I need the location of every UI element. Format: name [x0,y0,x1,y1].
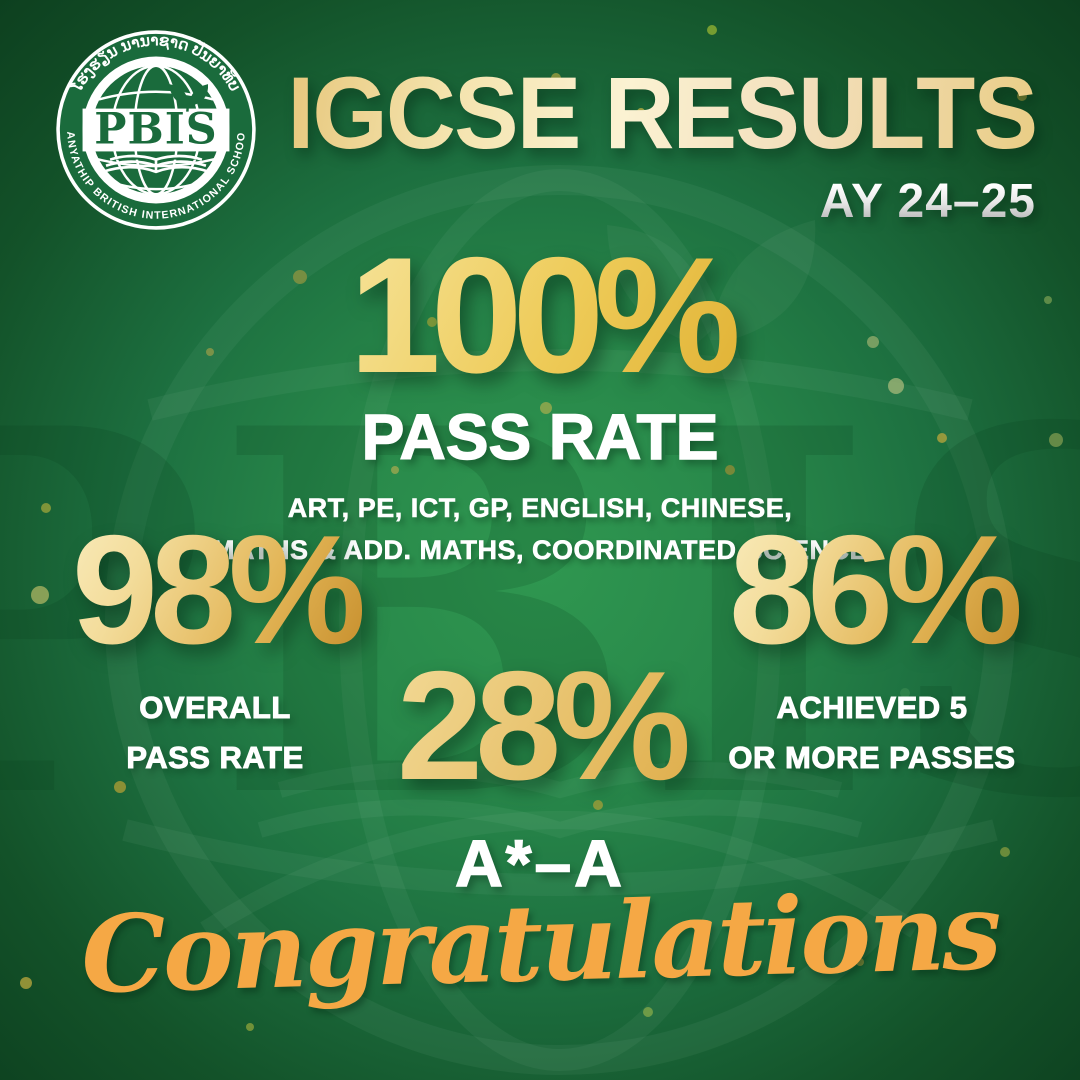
logo-band [82,108,230,152]
five-passes-value: 86% [670,512,1074,667]
five-passes-label-line1: ACHIEVED 5 [670,683,1074,733]
logo-open-book-icon [102,154,210,174]
overall-pass-rate-label-line1: OVERALL [8,683,422,733]
a-star-a-grade: A*–A [454,825,625,901]
poster-title: IGCSE RESULTS [287,56,1038,170]
headline-stat-value: 100% [0,233,1080,398]
pbis-school-logo: PBIS ໂຮງຮຽນ ນານາຊາດ ປັນຍາທິບ PANYATHIP B… [54,28,256,230]
overall-pass-rate-label: OVERALL PASS RATE [8,683,422,783]
subjects-line-1: ART, PE, ICT, GP, ENGLISH, CHINESE, [287,493,793,524]
overall-pass-rate-stat: 98% OVERALL PASS RATE [8,512,422,783]
overall-pass-rate-label-line2: PASS RATE [8,733,422,783]
header: IGCSE RESULTS AY 24–25 [248,56,1038,226]
overall-pass-rate-value: 98% [8,512,422,667]
headline-stat-label: PASS RATE [361,400,719,474]
five-passes-label-line2: OR MORE PASSES [670,733,1074,783]
academic-year: AY 24–25 [248,178,1036,226]
congratulations-message: Congratulations [79,868,1001,1017]
logo-leaf-icon [169,84,209,112]
a-star-a-stat: 28% A*–A [0,648,1080,901]
five-passes-label: ACHIEVED 5 OR MORE PASSES [670,683,1074,783]
headline-stat: 100% PASS RATE ART, PE, ICT, GP, ENGLISH… [0,233,1080,572]
a-star-a-value: 28% [0,648,1080,803]
subjects-line-2: MATHS & ADD. MATHS, COORDINATED SCIENCE [212,534,868,566]
logo-abbr-text: PBIS [94,104,217,154]
subjects-list: ART, PE, ICT, GP, ENGLISH, CHINESE, MATH… [0,488,1080,572]
five-passes-stat: 86% ACHIEVED 5 OR MORE PASSES [670,512,1074,783]
